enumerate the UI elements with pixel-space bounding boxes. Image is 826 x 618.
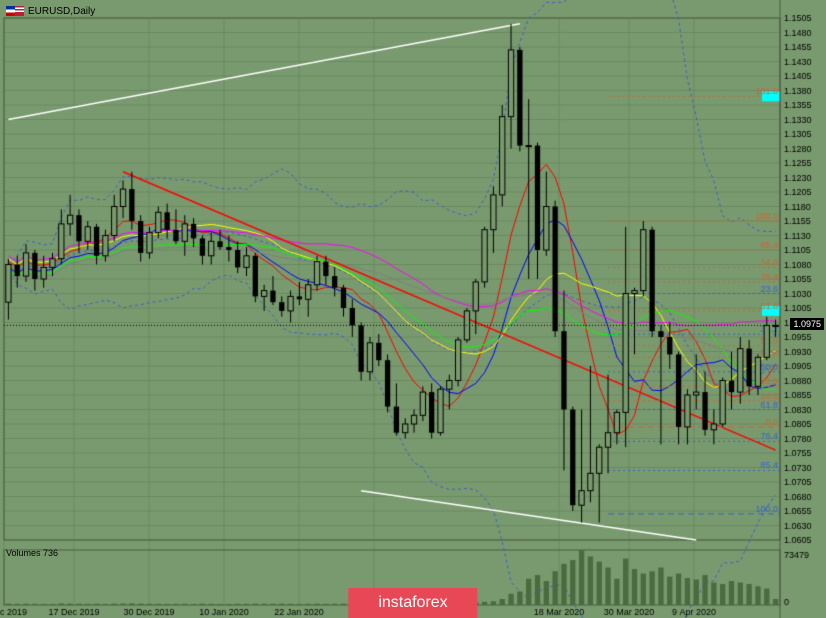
pair-flag-icon	[6, 6, 24, 16]
price-chart-canvas[interactable]	[0, 0, 826, 618]
chart-title: EURUSD,Daily	[28, 6, 95, 17]
chart-container[interactable]: EURUSD,Daily Volumes 736 1.0975 instafor…	[0, 0, 826, 618]
current-price-marker: 1.0975	[790, 318, 824, 330]
volumes-label: Volumes 736	[6, 548, 58, 558]
watermark-label: instaforex	[348, 588, 477, 618]
